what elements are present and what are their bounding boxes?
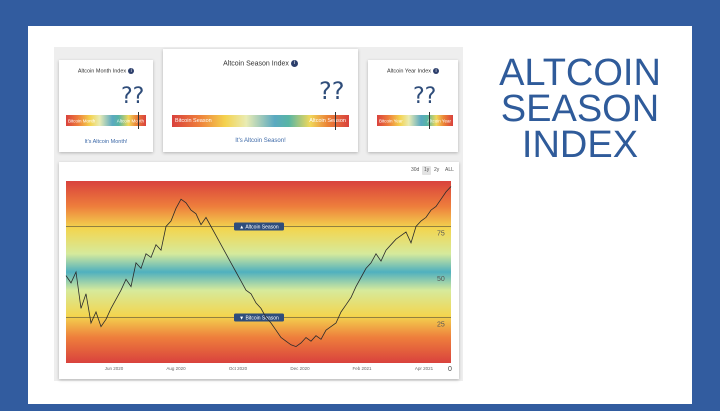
- altcoin-year-panel: Altcoin Year Index i ?? Bitcoin Year Altc…: [368, 60, 458, 152]
- year-indicator: [429, 112, 430, 129]
- month-bar-left-label: Bitcoin Month: [68, 118, 96, 123]
- y-tick-label: 50: [437, 276, 445, 283]
- y-tick-label: 25: [437, 322, 445, 329]
- annotation-label: ▲ Altcoin Season: [239, 225, 279, 231]
- month-status-link[interactable]: It's Altcoin Month!: [84, 139, 128, 145]
- season-bar-right-label: Altcoin Season: [309, 118, 346, 124]
- x-tick-label: Oct 2020: [229, 366, 248, 371]
- year-bar-left-label: Bitcoin Year: [379, 118, 403, 123]
- month-bar-right-label: Altcoin Month: [116, 118, 144, 123]
- season-bar-left-label: Bitcoin Season: [175, 118, 212, 124]
- year-bar-right-label: Altcoin Year: [427, 118, 451, 123]
- month-panel-title: Altcoin Month Index: [77, 68, 127, 75]
- season-panel-title: Altcoin Season Index: [223, 60, 289, 68]
- history-chart-panel: 30d 1y 2y ALL ▲ Altcoin Season ▼ Bitcoin …: [59, 162, 459, 379]
- range-button-all[interactable]: ALL: [445, 167, 454, 173]
- chart-background: [66, 181, 451, 363]
- x-tick-label: Dec 2020: [290, 366, 310, 371]
- range-button-2y[interactable]: 2y: [434, 167, 440, 173]
- info-icon[interactable]: i: [290, 60, 298, 67]
- season-status-link[interactable]: It's Altcoin Season!: [235, 138, 286, 144]
- headline-line-2: SEASON: [500, 88, 660, 130]
- headline: ALTCOIN SEASON INDEX: [486, 52, 674, 166]
- x-tick-label: Aug 2020: [166, 366, 186, 371]
- season-index-line: [65, 186, 452, 348]
- month-index-value: ??: [121, 84, 145, 109]
- annotation-badge: [234, 222, 284, 231]
- month-gradient-bar: Bitcoin Month Altcoin Month: [66, 112, 146, 129]
- range-button-1y[interactable]: 1y: [422, 166, 432, 175]
- info-icon[interactable]: i: [433, 68, 440, 74]
- season-indicator: [335, 112, 336, 130]
- x-tick-label: Feb 2021: [352, 366, 372, 371]
- season-index-value: ??: [319, 77, 345, 105]
- year-index-value: ??: [413, 84, 437, 109]
- year-panel-title: Altcoin Year Index: [386, 68, 432, 75]
- headline-line-1: ALTCOIN: [499, 52, 661, 94]
- y-tick-label: 75: [437, 231, 445, 238]
- x-tick-label: Apr 2021: [415, 366, 434, 371]
- altcoin-month-panel: Altcoin Month Index i ?? Bitcoin Month Al…: [59, 60, 153, 152]
- right-edge-label: 0: [448, 366, 452, 373]
- headline-line-3: INDEX: [521, 124, 639, 166]
- month-indicator: [138, 112, 139, 129]
- annotation-label: ▼ Bitcoin Season: [239, 316, 279, 322]
- range-button-30d[interactable]: 30d: [411, 167, 420, 173]
- info-icon[interactable]: i: [128, 68, 135, 74]
- x-tick-label: Jun 2020: [105, 366, 124, 371]
- season-gradient-bar: Bitcoin Season Altcoin Season: [172, 112, 349, 130]
- year-gradient-bar: Bitcoin Year Altcoin Year: [377, 112, 453, 129]
- annotation-badge: [234, 313, 284, 322]
- altcoin-season-chart: ▲ Altcoin Season▼ Bitcoin Season 255075 …: [65, 181, 452, 373]
- altcoin-season-panel: Altcoin Season Index i ?? Bitcoin Season …: [163, 49, 358, 152]
